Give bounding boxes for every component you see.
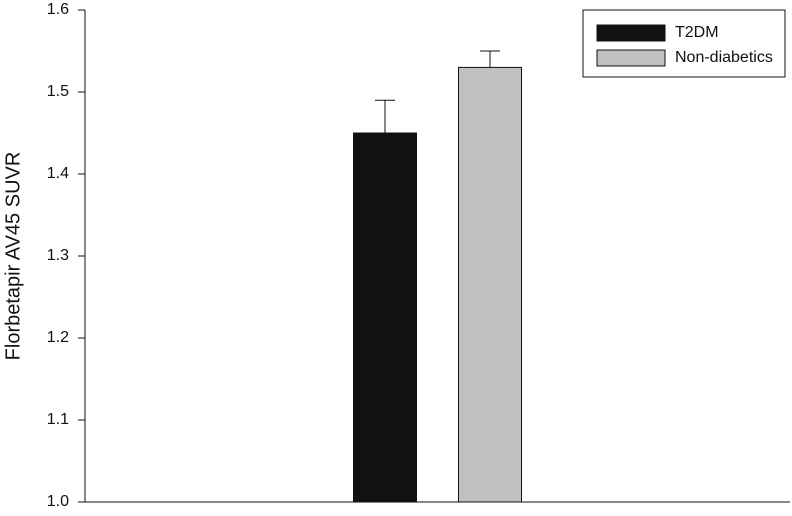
y-tick-label: 1.2 (47, 329, 69, 346)
y-tick-label: 1.4 (47, 165, 69, 182)
y-tick-label: 1.6 (47, 1, 69, 18)
error-bar (375, 99, 395, 133)
legend-label: T2DM (675, 24, 719, 41)
legend-label: Non-diabetics (675, 49, 773, 66)
bar (458, 66, 522, 503)
y-axis-label: Florbetapir AV45 SUVR (2, 152, 24, 361)
legend-swatch (596, 24, 666, 42)
bar (353, 132, 417, 503)
legend-swatch (596, 49, 666, 67)
y-tick-label: 1.1 (47, 411, 69, 428)
y-tick-label: 1.3 (47, 247, 69, 264)
error-bar (480, 50, 500, 68)
legend-box (582, 9, 786, 78)
y-tick-label: 1.0 (47, 493, 69, 510)
y-tick-label: 1.5 (47, 83, 69, 100)
